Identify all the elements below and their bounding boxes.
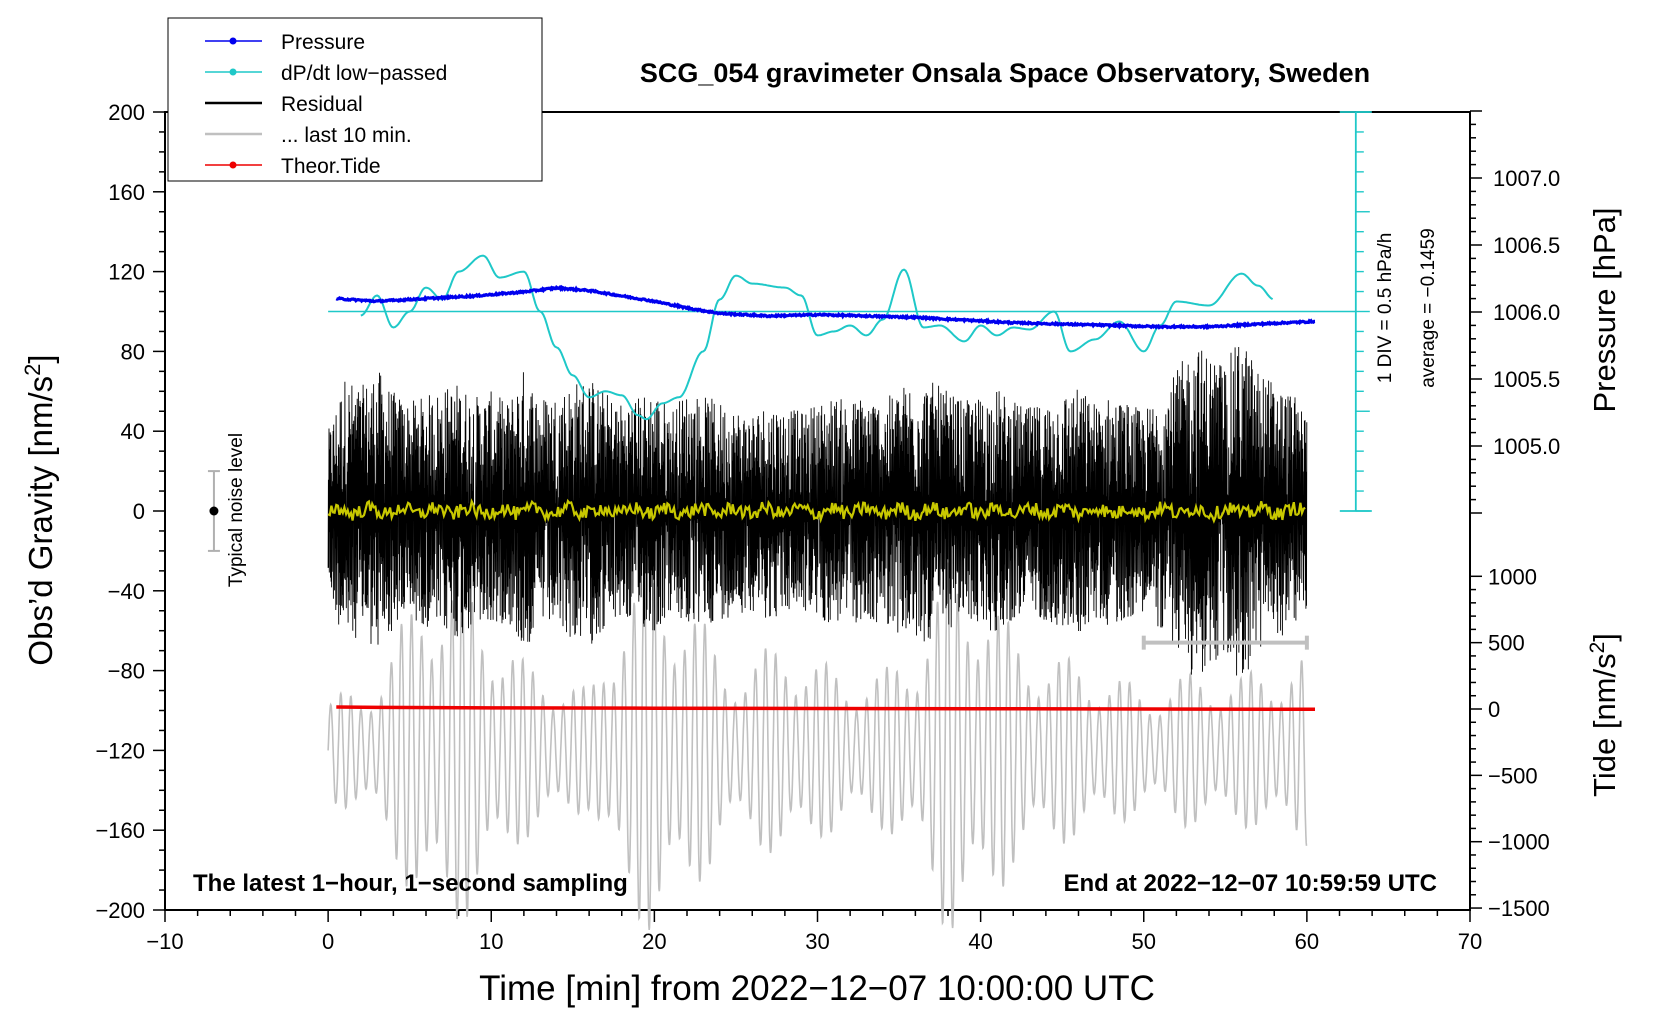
series-smoothed-residual-line [327, 498, 1306, 524]
y-tide-tick-label: 0 [1488, 697, 1500, 722]
y-axis-tide-label-main: Tide [nm/s [1587, 653, 1622, 797]
y-pressure-tick-label: 1006.5 [1493, 233, 1560, 258]
legend-label: Residual [281, 93, 363, 116]
y-axis-tide: 1000 500 0 −500 −1000 −1500 [1470, 564, 1550, 921]
series-dpdt [328, 111, 1372, 512]
legend-label: dP/dt low−passed [281, 62, 447, 85]
legend-swatch-marker [229, 37, 237, 45]
y-gravity-tick-label: −120 [95, 738, 145, 763]
legend-entries: Pressure dP/dt low−passed Residual ... last… [205, 31, 447, 178]
legend: Pressure dP/dt low−passed Residual ... last… [167, 17, 543, 182]
x-tick-label: 0 [322, 929, 334, 954]
chart-title: SCG_054 gravimeter Onsala Space Observat… [640, 58, 1370, 88]
noise-marker-dot [209, 506, 219, 516]
series-residual [327, 346, 1308, 676]
annotation-sampling: The latest 1−hour, 1−second sampling [193, 870, 628, 897]
series-last-10-min [327, 562, 1308, 931]
x-tick-label: 60 [1295, 929, 1319, 954]
y-tide-tick-label: −1500 [1488, 896, 1550, 921]
y-axis-gravity: 200 160 120 80 40 0 −40 −80 −120 −160 −200 [95, 100, 165, 923]
y-pressure-tick-label: 1007.0 [1493, 166, 1560, 191]
series-theor-tide-line [336, 705, 1316, 712]
series-theor-tide [336, 705, 1316, 712]
y-axis-gravity-label-end: ] [22, 354, 59, 363]
x-tick-label: 30 [805, 929, 829, 954]
x-axis-label: Time [min] from 2022−12−07 10:00:00 UTC [479, 969, 1155, 1008]
y-tide-tick-label: −1000 [1488, 830, 1550, 855]
y-axis-gravity-label: Obs’d Gravity [nm/s2] [20, 354, 60, 665]
series-last-10-min-line [327, 562, 1308, 931]
y-gravity-tick-label: 0 [133, 499, 145, 524]
y-axis-tide-label: Tide [nm/s2] [1586, 633, 1623, 797]
annotation-end-time: End at 2022−12−07 10:59:59 UTC [1063, 870, 1437, 897]
legend-label: Pressure [281, 31, 365, 54]
y-axis-tide-label-end: ] [1587, 633, 1622, 642]
x-tick-label: 50 [1132, 929, 1156, 954]
series-dpdt-line [360, 254, 1274, 421]
y-tide-tick-label: 500 [1488, 631, 1525, 656]
y-pressure-tick-label: 1005.5 [1493, 367, 1560, 392]
x-tick-label: 70 [1458, 929, 1482, 954]
y-axis-pressure: 1007.0 1006.5 1006.0 1005.5 1005.0 [1470, 110, 1560, 514]
x-tick-label: 40 [968, 929, 992, 954]
series-smoothed-residual [327, 498, 1306, 524]
x-tick-label: 10 [479, 929, 503, 954]
dpdt-div-label: 1 DIV = 0.5 hPa/h [1375, 233, 1396, 384]
y-gravity-tick-label: 160 [108, 180, 145, 205]
y-gravity-tick-label: −40 [108, 579, 145, 604]
series-pressure [335, 284, 1316, 331]
y-gravity-tick-label: −80 [108, 659, 145, 684]
y-gravity-tick-label: 200 [108, 100, 145, 125]
y-axis-pressure-label: Pressure [hPa] [1587, 207, 1622, 412]
legend-swatch-marker [229, 161, 237, 169]
x-axis: −10 0 10 20 30 40 50 60 70 [146, 910, 1482, 954]
x-tick-label: −10 [146, 929, 183, 954]
series-residual-line [327, 346, 1308, 676]
series-pressure-line [335, 284, 1316, 331]
y-pressure-tick-label: 1005.0 [1493, 434, 1560, 459]
dpdt-average-label: average = −0.1459 [1418, 228, 1439, 388]
legend-label: ... last 10 min. [281, 124, 412, 147]
y-gravity-tick-label: −200 [95, 898, 145, 923]
legend-swatch-marker [229, 68, 237, 76]
legend-label: Theor.Tide [281, 155, 381, 178]
noise-level-label: Typical noise level [226, 433, 247, 587]
y-gravity-tick-label: 40 [121, 419, 145, 444]
legend-box [167, 17, 543, 182]
y-tide-tick-label: 1000 [1488, 564, 1537, 589]
y-gravity-tick-label: 120 [108, 260, 145, 285]
y-axis-tide-label-sup: 2 [1586, 642, 1609, 654]
chart-annotations-graphics [207, 470, 1309, 650]
y-axis-gravity-label-sup: 2 [20, 364, 45, 376]
x-tick-label: 20 [642, 929, 666, 954]
y-gravity-tick-label: −160 [95, 818, 145, 843]
y-tide-tick-label: −500 [1488, 763, 1538, 788]
y-axis-gravity-label-main: Obs’d Gravity [nm/s [22, 376, 59, 666]
y-pressure-tick-label: 1006.0 [1493, 300, 1560, 325]
y-gravity-tick-label: 80 [121, 339, 145, 364]
